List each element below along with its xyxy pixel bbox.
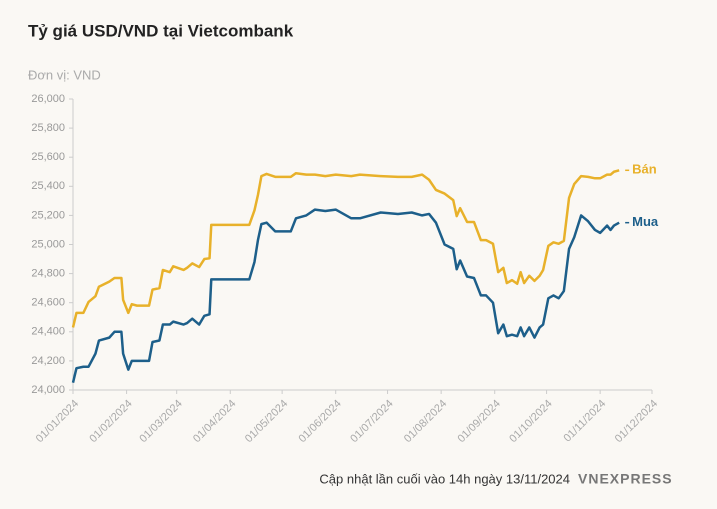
y-tick-label: 24,800: [31, 268, 65, 280]
legend-label: Bán: [632, 162, 657, 177]
y-tick-label: 24,200: [31, 355, 65, 367]
y-axis-label: Đơn vị: VND: [28, 67, 101, 82]
y-tick-label: 24,400: [31, 326, 65, 338]
footer-note: Cập nhật lần cuối vào 14h ngày 13/11/202…: [319, 471, 570, 486]
line-series: [71, 208, 620, 384]
chart-title: Tỷ giá USD/VND tại Vietcombank: [28, 21, 294, 40]
y-tick-label: 24,000: [31, 384, 65, 396]
y-tick-label: 25,800: [31, 122, 65, 134]
y-tick-label: 25,600: [31, 151, 65, 163]
logo: VNEXPRESS: [578, 471, 673, 487]
y-tick-label: 26,000: [31, 93, 65, 105]
y-tick-label: 25,000: [31, 238, 65, 250]
line-series: [71, 169, 620, 328]
y-tick-label: 25,400: [31, 180, 65, 192]
y-tick-label: 25,200: [31, 209, 65, 221]
y-tick-label: 24,600: [31, 297, 65, 309]
legend-label: Mua: [632, 214, 659, 229]
